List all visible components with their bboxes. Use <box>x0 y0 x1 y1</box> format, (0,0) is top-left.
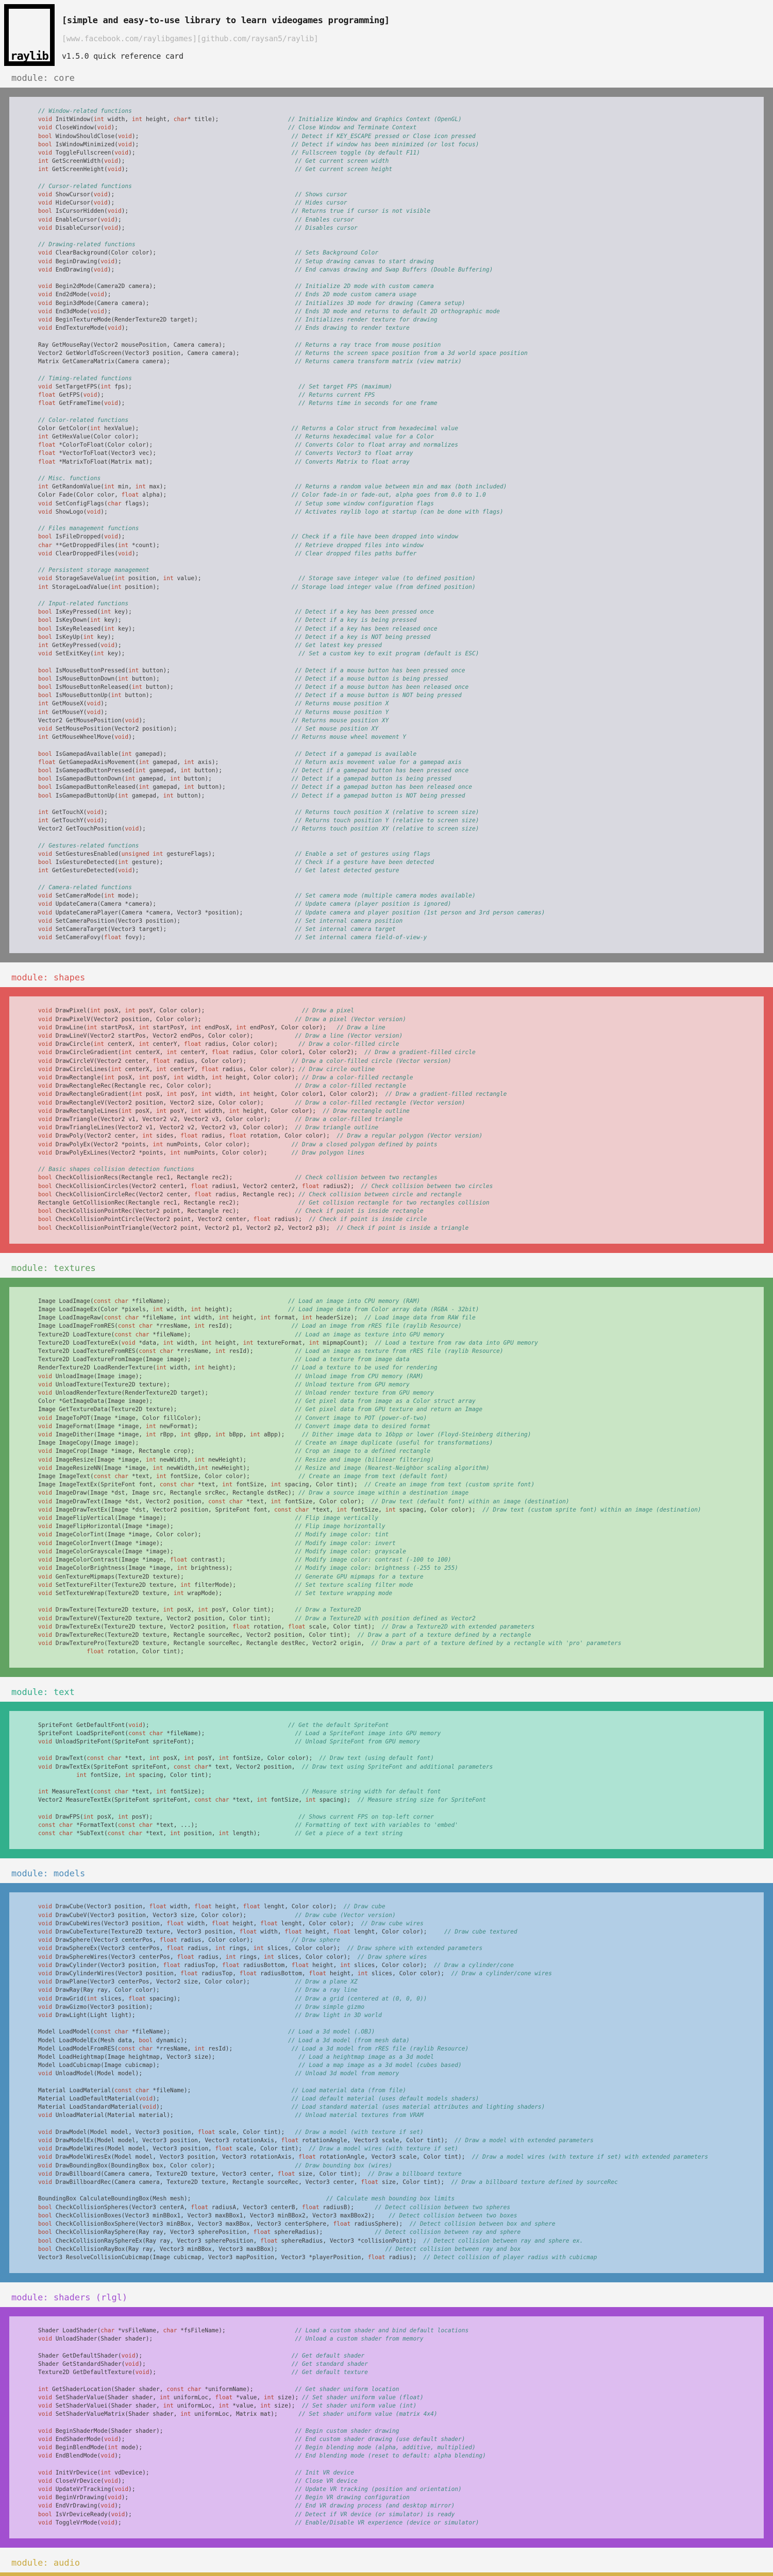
version-label: v1.5.0 quick reference card <box>62 52 183 61</box>
module-models-frame: void DrawCube(Vector3 position, float wi… <box>0 1883 773 2283</box>
header-links: [www.facebook.com/raylibgames][github.co… <box>62 34 318 43</box>
module-textures: module: textures Image LoadImage(const ch… <box>0 1256 773 1677</box>
module-text-frame: SpriteFont GetDefaultFont(void); // Get … <box>0 1701 773 1859</box>
module-text-title: module: text <box>11 1687 75 1698</box>
module-shapes-title: module: shapes <box>11 973 86 984</box>
module-models-title: module: models <box>11 1869 86 1879</box>
logo-label: raylib <box>10 50 48 63</box>
module-shaders-frame: Shader LoadShader(char *vsFileName, char… <box>0 2307 773 2548</box>
module-shaders: module: shaders (rlgl) Shader LoadShader(… <box>0 2285 773 2548</box>
module-shapes-code: void DrawPixel(int posX, int posY, Color… <box>38 1007 507 1231</box>
module-core-title: module: core <box>11 73 75 83</box>
module-audio-frame: void InitAudioDevice(void); // Initializ… <box>0 2572 773 2576</box>
module-text-body: SpriteFont GetDefaultFont(void); // Get … <box>9 1710 764 1850</box>
module-textures-title: module: textures <box>11 1263 96 1274</box>
module-shaders-body: Shader LoadShader(char *vsFileName, char… <box>9 2316 764 2538</box>
module-text: module: text SpriteFont GetDefaultFont(vo… <box>0 1680 773 1859</box>
module-models-code: void DrawCube(Vector3 position, float wi… <box>38 1903 708 2261</box>
module-shaders-code: Shader LoadShader(char *vsFileName, char… <box>38 2327 486 2526</box>
modules-container: module: core // Window-related functions … <box>0 66 773 2576</box>
module-core-code: // Window-related functions void InitWin… <box>38 108 545 941</box>
module-shaders-title: module: shaders (rlgl) <box>11 2293 128 2303</box>
tagline: [simple and easy-to-use library to learn… <box>62 15 390 26</box>
module-textures-body: Image LoadImage(const char *fileName); /… <box>9 1286 764 1668</box>
module-models: module: models void DrawCube(Vector3 posi… <box>0 1861 773 2283</box>
page-header: raylib [simple and easy-to-use library t… <box>0 0 773 66</box>
module-textures-frame: Image LoadImage(const char *fileName); /… <box>0 1277 773 1677</box>
module-audio-title: module: audio <box>11 2557 80 2568</box>
header-text-block: [simple and easy-to-use library to learn… <box>55 4 390 66</box>
module-models-body: void DrawCube(Vector3 position, float wi… <box>9 1892 764 2274</box>
raylib-logo: raylib <box>4 4 55 66</box>
module-core: module: core // Window-related functions … <box>0 66 773 963</box>
module-textures-code: Image LoadImage(const char *fileName); /… <box>38 1297 701 1655</box>
module-core-body: // Window-related functions void InitWin… <box>9 97 764 954</box>
module-text-code: SpriteFont GetDefaultFont(void); // Get … <box>38 1721 493 1837</box>
module-audio: module: audio void InitAudioDevice(void);… <box>0 2551 773 2576</box>
module-shapes: module: shapes void DrawPixel(int posX, i… <box>0 965 773 1253</box>
module-core-frame: // Window-related functions void InitWin… <box>0 88 773 963</box>
module-shapes-frame: void DrawPixel(int posX, int posY, Color… <box>0 987 773 1253</box>
module-shapes-body: void DrawPixel(int posX, int posY, Color… <box>9 996 764 1244</box>
